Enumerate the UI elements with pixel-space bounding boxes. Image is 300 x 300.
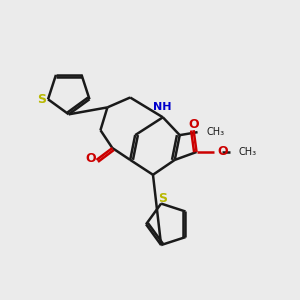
Text: S: S [159, 192, 168, 205]
Text: O: O [188, 118, 199, 131]
Text: NH: NH [153, 102, 171, 112]
Text: S: S [38, 93, 46, 106]
Text: O: O [218, 146, 228, 158]
Text: O: O [85, 152, 96, 165]
Text: CH₃: CH₃ [238, 147, 256, 157]
Text: CH₃: CH₃ [206, 127, 225, 137]
